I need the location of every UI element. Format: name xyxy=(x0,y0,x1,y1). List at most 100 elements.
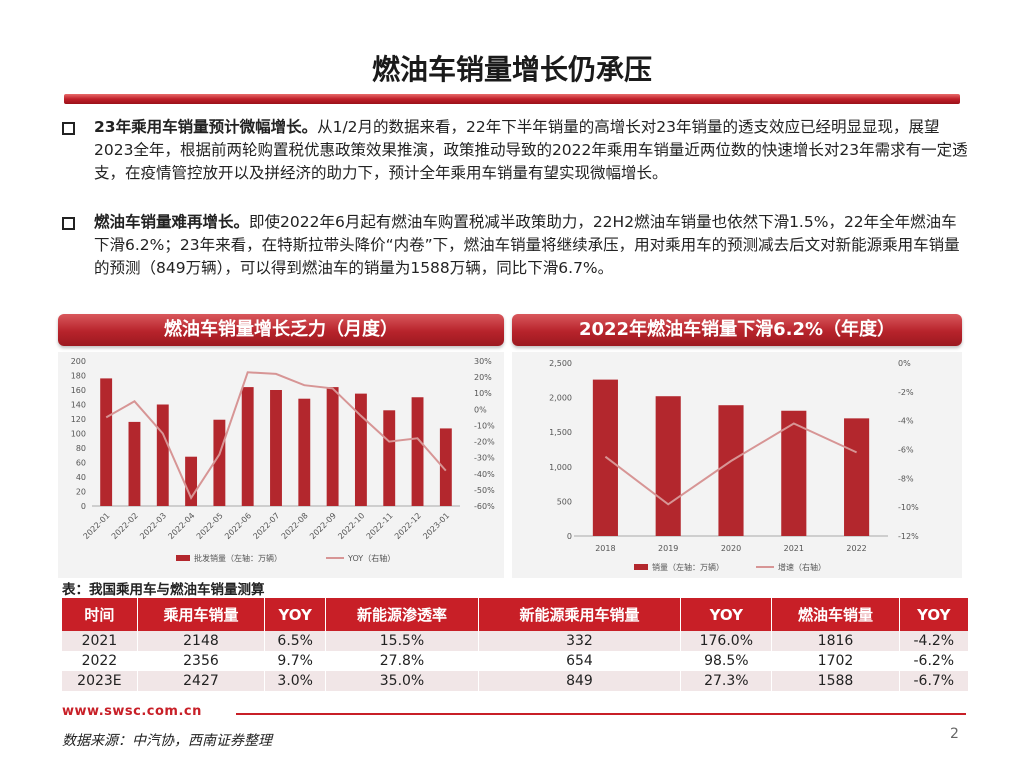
left-axis-tick-label: 1,500 xyxy=(549,428,572,437)
right-axis-tick-label: -50% xyxy=(474,486,495,495)
table-cell: -6.2% xyxy=(899,651,968,671)
table-caption: 表：我国乘用车与燃油车销量测算 xyxy=(62,582,265,598)
x-axis-tick-label: 2022-05 xyxy=(195,511,225,541)
table-row: 2021 2148 6.5% 15.5% 332 176.0% 1816 -4.2% xyxy=(62,631,968,651)
sales-bar xyxy=(156,404,169,506)
table-header-cell: 时间 xyxy=(62,598,138,631)
right-axis-tick-label: -30% xyxy=(474,454,495,463)
annual-sales-chart: 2,500 2,000 1,500 1,000 500 0 0% -2% -4% -6% -8% -… xyxy=(512,352,962,578)
legend-bar-swatch xyxy=(634,564,648,570)
x-axis-tick-label: 2022-07 xyxy=(251,511,281,541)
table-header-cell: 新能源乘用车销量 xyxy=(478,598,682,631)
sales-bar xyxy=(185,456,198,506)
sales-bar xyxy=(100,378,113,506)
x-axis-tick-label: 2022-10 xyxy=(336,511,366,541)
website-link[interactable]: www.swsc.com.cn xyxy=(62,704,202,719)
bullet-2-body: 即使2022年6月起有燃油车购置税减半政策助力，22H2燃油车销量也依然下滑1.… xyxy=(94,213,960,277)
table-header-cell: YOY xyxy=(264,598,327,631)
x-axis-tick-label: 2021 xyxy=(784,544,804,553)
table-cell: -6.7% xyxy=(899,671,968,691)
sales-forecast-table: 时间 乘用车销量 YOY 新能源渗透率 新能源乘用车销量 YOY 燃油车销量 YOY 2021… xyxy=(62,598,968,691)
x-axis-tick-label: 2018 xyxy=(595,544,615,553)
left-axis-tick-label: 200 xyxy=(71,357,86,366)
sales-bar xyxy=(270,390,282,506)
right-axis-tick-label: 0% xyxy=(474,405,487,414)
x-axis-tick-label: 2022-04 xyxy=(166,511,196,541)
left-axis-tick-label: 60 xyxy=(76,459,86,468)
right-axis-tick-label: -2% xyxy=(898,388,914,397)
bullet-1: 23年乘用车销量预计微幅增长。从1/2月的数据来看，22年下半年销量的高增长对2… xyxy=(62,116,972,185)
legend-sales-label: 销量（左轴：万辆） xyxy=(652,562,724,572)
table-cell: 176.0% xyxy=(680,631,773,651)
right-axis-tick-label: -4% xyxy=(898,417,914,426)
table-cell: 1702 xyxy=(771,651,900,671)
table-header-cell: YOY xyxy=(899,598,968,631)
left-axis-tick-label: 120 xyxy=(71,415,86,424)
left-axis-tick-label: 2,500 xyxy=(549,359,572,368)
monthly-chart-banner: 燃油车销量增长乏力（月度） xyxy=(58,314,504,346)
table-header-cell: YOY xyxy=(680,598,773,631)
table-cell: 35.0% xyxy=(325,671,479,691)
left-axis-tick-label: 1,000 xyxy=(549,463,572,472)
table-cell: 2023E xyxy=(62,671,138,691)
left-axis-tick-label: 500 xyxy=(557,497,572,506)
sales-bar xyxy=(439,428,452,506)
legend-bar-swatch xyxy=(176,555,190,561)
left-axis-tick-label: 0 xyxy=(567,532,572,541)
data-source-note: 数据来源：中汽协，西南证券整理 xyxy=(62,733,272,749)
sales-bar xyxy=(213,419,226,506)
table-cell: 3.0% xyxy=(264,671,327,691)
page-number: 2 xyxy=(950,726,959,742)
sales-bar xyxy=(718,405,744,536)
table-cell: -4.2% xyxy=(899,631,968,651)
table-header-row: 时间 乘用车销量 YOY 新能源渗透率 新能源乘用车销量 YOY 燃油车销量 YOY xyxy=(62,598,968,631)
right-axis-tick-label: 10% xyxy=(474,389,492,398)
x-axis-tick-label: 2020 xyxy=(721,544,741,553)
table-cell: 1588 xyxy=(771,671,900,691)
sales-bar xyxy=(411,397,424,506)
left-axis-tick-label: 0 xyxy=(81,502,86,511)
table-cell: 2021 xyxy=(62,631,138,651)
checkbox-bullet-icon xyxy=(62,122,75,135)
bullet-1-heading: 23年乘用车销量预计微幅增长。 xyxy=(94,118,318,136)
table-cell: 9.7% xyxy=(264,651,327,671)
x-axis-tick-label: 2022-11 xyxy=(365,511,395,541)
x-axis-tick-label: 2022-09 xyxy=(308,511,338,541)
sales-bar xyxy=(298,398,311,506)
table-cell: 2427 xyxy=(137,671,266,691)
table-cell: 27.3% xyxy=(680,671,773,691)
title-underline xyxy=(64,94,960,104)
right-axis-tick-label: 20% xyxy=(474,373,492,382)
x-axis-tick-label: 2022-01 xyxy=(82,511,112,541)
growth-rate-line xyxy=(604,422,858,506)
x-axis-tick-label: 2019 xyxy=(658,544,678,553)
right-axis-tick-label: -10% xyxy=(474,421,495,430)
table-header-cell: 燃油车销量 xyxy=(771,598,900,631)
right-axis-tick-label: -12% xyxy=(898,532,919,541)
checkbox-bullet-icon xyxy=(62,217,75,230)
sales-bar xyxy=(241,387,254,506)
x-axis-tick-label: 2022-06 xyxy=(223,511,253,541)
right-axis-tick-label: -20% xyxy=(474,438,495,447)
bullet-2: 燃油车销量难再增长。即使2022年6月起有燃油车购置税减半政策助力，22H2燃油… xyxy=(62,211,972,280)
page-title: 燃油车销量增长仍承压 xyxy=(371,53,652,86)
table-header-cell: 新能源渗透率 xyxy=(325,598,479,631)
table-cell: 27.8% xyxy=(325,651,479,671)
table-cell: 15.5% xyxy=(325,631,479,651)
left-axis-tick-label: 180 xyxy=(71,372,86,381)
right-axis-tick-label: -40% xyxy=(474,470,495,479)
left-axis-tick-label: 100 xyxy=(71,430,86,439)
right-axis-tick-label: -60% xyxy=(474,502,495,511)
legend-yoy-label: YOY（右轴） xyxy=(347,553,395,563)
bullet-2-heading: 燃油车销量难再增长。 xyxy=(94,213,250,231)
left-axis-tick-label: 80 xyxy=(76,444,86,453)
left-axis-tick-label: 40 xyxy=(76,473,86,482)
right-axis-tick-label: -10% xyxy=(898,503,919,512)
x-axis-tick-label: 2022-02 xyxy=(110,511,140,541)
table-cell: 6.5% xyxy=(264,631,327,651)
table-cell: 849 xyxy=(478,671,682,691)
left-axis-tick-label: 20 xyxy=(76,488,86,497)
growth-rate-line xyxy=(105,371,447,500)
left-axis-tick-label: 140 xyxy=(71,401,86,410)
table-header-cell: 乘用车销量 xyxy=(137,598,266,631)
